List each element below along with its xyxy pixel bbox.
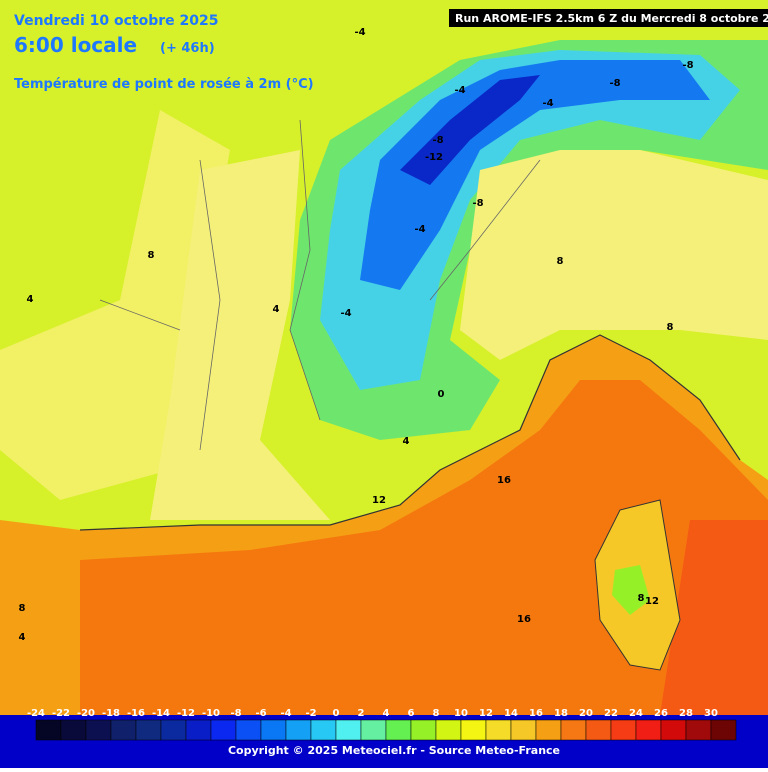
colorbar-label: 28 bbox=[679, 708, 693, 719]
colorbar-swatch bbox=[460, 719, 487, 741]
colorbar-label: 16 bbox=[529, 708, 543, 719]
contour-label: -8 bbox=[472, 198, 483, 209]
colorbar-label: -4 bbox=[280, 708, 291, 719]
contour-label: 4 bbox=[273, 304, 280, 315]
colorbar-label: -10 bbox=[202, 708, 220, 719]
colorbar-swatch bbox=[285, 719, 312, 741]
colorbar-label: 2 bbox=[358, 708, 365, 719]
contour-label: 8 bbox=[19, 603, 26, 614]
colorbar-swatch bbox=[360, 719, 387, 741]
colorbar-label: 0 bbox=[333, 708, 340, 719]
colorbar-label: 22 bbox=[604, 708, 618, 719]
colorbar-label: -16 bbox=[127, 708, 145, 719]
colorbar-label: -14 bbox=[152, 708, 170, 719]
colorbar-swatch bbox=[660, 719, 687, 741]
rhone-valley bbox=[150, 150, 330, 520]
contour-label: 0 bbox=[438, 389, 445, 400]
colorbar-swatch bbox=[335, 719, 362, 741]
time: 6:00 locale bbox=[14, 33, 137, 57]
colorbar-label: -24 bbox=[27, 708, 45, 719]
borders bbox=[99, 119, 541, 451]
colorbar-swatch bbox=[235, 719, 262, 741]
contour-label: -4 bbox=[340, 308, 351, 319]
colorbar-swatch bbox=[535, 719, 562, 741]
contour-label: 8 bbox=[557, 256, 564, 267]
contour-label: -4 bbox=[542, 98, 553, 109]
colorbar-label: 18 bbox=[554, 708, 568, 719]
colorbar-swatch bbox=[685, 719, 712, 741]
colorbar-label: -2 bbox=[305, 708, 316, 719]
colorbar-swatch bbox=[260, 719, 287, 741]
contour-label: -4 bbox=[414, 224, 425, 235]
po-plain bbox=[460, 150, 768, 360]
alps-dark-blue bbox=[400, 75, 540, 185]
colorbar-label: 20 bbox=[579, 708, 593, 719]
colorbar-label: 12 bbox=[479, 708, 493, 719]
contour-label: 8 bbox=[148, 250, 155, 261]
contour-label: -8 bbox=[432, 135, 443, 146]
colorbar-swatch bbox=[35, 719, 62, 741]
colorbar-label: -20 bbox=[77, 708, 95, 719]
lead-time: (+ 46h) bbox=[160, 41, 215, 56]
contour-label: -8 bbox=[682, 60, 693, 71]
coastline bbox=[79, 334, 741, 531]
colorbar-label: 26 bbox=[654, 708, 668, 719]
colorbar-swatch bbox=[560, 719, 587, 741]
colorbar-swatch bbox=[135, 719, 162, 741]
colorbar-swatch bbox=[160, 719, 187, 741]
colorbar-label: -6 bbox=[255, 708, 266, 719]
contour-label: 8 bbox=[667, 322, 674, 333]
contour-label: -4 bbox=[454, 85, 465, 96]
contour-label: 4 bbox=[19, 632, 26, 643]
contour-label: 8 bbox=[638, 593, 645, 604]
colorbar-swatch bbox=[710, 719, 737, 741]
colorbar-label: -8 bbox=[230, 708, 241, 719]
colorbar-swatch bbox=[435, 719, 462, 741]
southeast-sea bbox=[660, 520, 768, 715]
contour-label: 4 bbox=[27, 294, 34, 305]
colorbar-label: 4 bbox=[383, 708, 390, 719]
contour-label: 4 bbox=[403, 436, 410, 447]
contour-label: 16 bbox=[517, 614, 531, 625]
contour-label: -4 bbox=[354, 27, 365, 38]
colorbar-label: -12 bbox=[177, 708, 195, 719]
contour-label: -12 bbox=[425, 152, 443, 163]
alps-blue bbox=[360, 60, 710, 290]
contour-label: 16 bbox=[497, 475, 511, 486]
colorbar-swatch bbox=[185, 719, 212, 741]
colorbar-label: 14 bbox=[504, 708, 518, 719]
colorbar-label: 24 bbox=[629, 708, 643, 719]
copyright: Copyright © 2025 Meteociel.fr - Source M… bbox=[228, 744, 560, 757]
colorbar-swatch bbox=[585, 719, 612, 741]
contour-label: -8 bbox=[609, 78, 620, 89]
colorbar-swatch bbox=[60, 719, 87, 741]
corsica-mountains bbox=[612, 565, 650, 615]
colorbar-label: 6 bbox=[408, 708, 415, 719]
colorbar-label: -22 bbox=[52, 708, 70, 719]
colorbar-swatch bbox=[635, 719, 662, 741]
colorbar-label: 10 bbox=[454, 708, 468, 719]
contour-label: 12 bbox=[372, 495, 386, 506]
open-sea bbox=[80, 380, 768, 715]
colorbar-swatch bbox=[385, 719, 412, 741]
run-box bbox=[449, 9, 768, 27]
colorbar-label: 8 bbox=[433, 708, 440, 719]
variable: Température de point de rosée à 2m (°C) bbox=[14, 77, 314, 92]
colorbar-swatch bbox=[410, 719, 437, 741]
colorbar-label: -18 bbox=[102, 708, 120, 719]
colorbar-swatch bbox=[110, 719, 137, 741]
colorbar-swatch bbox=[610, 719, 637, 741]
colorbar-swatch bbox=[510, 719, 537, 741]
contour-label: 12 bbox=[645, 596, 659, 607]
colorbar-swatch bbox=[85, 719, 112, 741]
colorbar-label: 30 bbox=[704, 708, 718, 719]
colorbar-swatch bbox=[485, 719, 512, 741]
date: Vendredi 10 octobre 2025 bbox=[14, 13, 219, 29]
colorbar-swatch bbox=[310, 719, 337, 741]
run-info: Run AROME-IFS 2.5km 6 Z du Mercredi 8 oc… bbox=[455, 12, 768, 25]
colorbar-swatch bbox=[210, 719, 237, 741]
